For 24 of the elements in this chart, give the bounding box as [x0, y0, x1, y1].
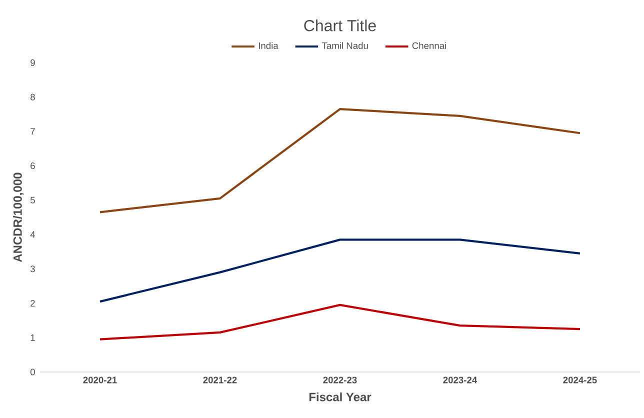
y-tick-label: 8 — [30, 94, 35, 100]
y-tick-label: 9 — [30, 59, 35, 66]
y-tick-label: 5 — [30, 196, 35, 204]
y-tick-label: 2 — [30, 300, 35, 307]
legend-label: Tamil Nadu — [322, 42, 368, 49]
x-tick-label: 2020-21 — [83, 376, 117, 384]
y-tick-label: 0 — [30, 368, 35, 376]
y-tick-label: 6 — [30, 162, 35, 170]
x-tick-label: 2021-22 — [203, 376, 237, 384]
legend-label: Chennai — [412, 42, 446, 49]
line-series — [98, 238, 582, 303]
x-tick-label: 2022-23 — [323, 376, 357, 384]
line-series — [98, 108, 582, 214]
x-axis-title: Fiscal Year — [309, 392, 372, 402]
x-tick-label: 2023-24 — [443, 376, 478, 384]
chart-title: Chart Title — [304, 20, 376, 32]
y-tick-label: 4 — [30, 231, 36, 238]
x-tick-label: 2024-25 — [563, 376, 597, 384]
line-series — [98, 304, 582, 340]
legend-label: India — [258, 42, 278, 49]
y-axis-title: ANCDR/100,000 — [13, 172, 24, 262]
y-tick-label: 3 — [30, 266, 35, 272]
y-tick-label: 7 — [30, 128, 35, 135]
y-tick-label: 1 — [30, 334, 35, 341]
